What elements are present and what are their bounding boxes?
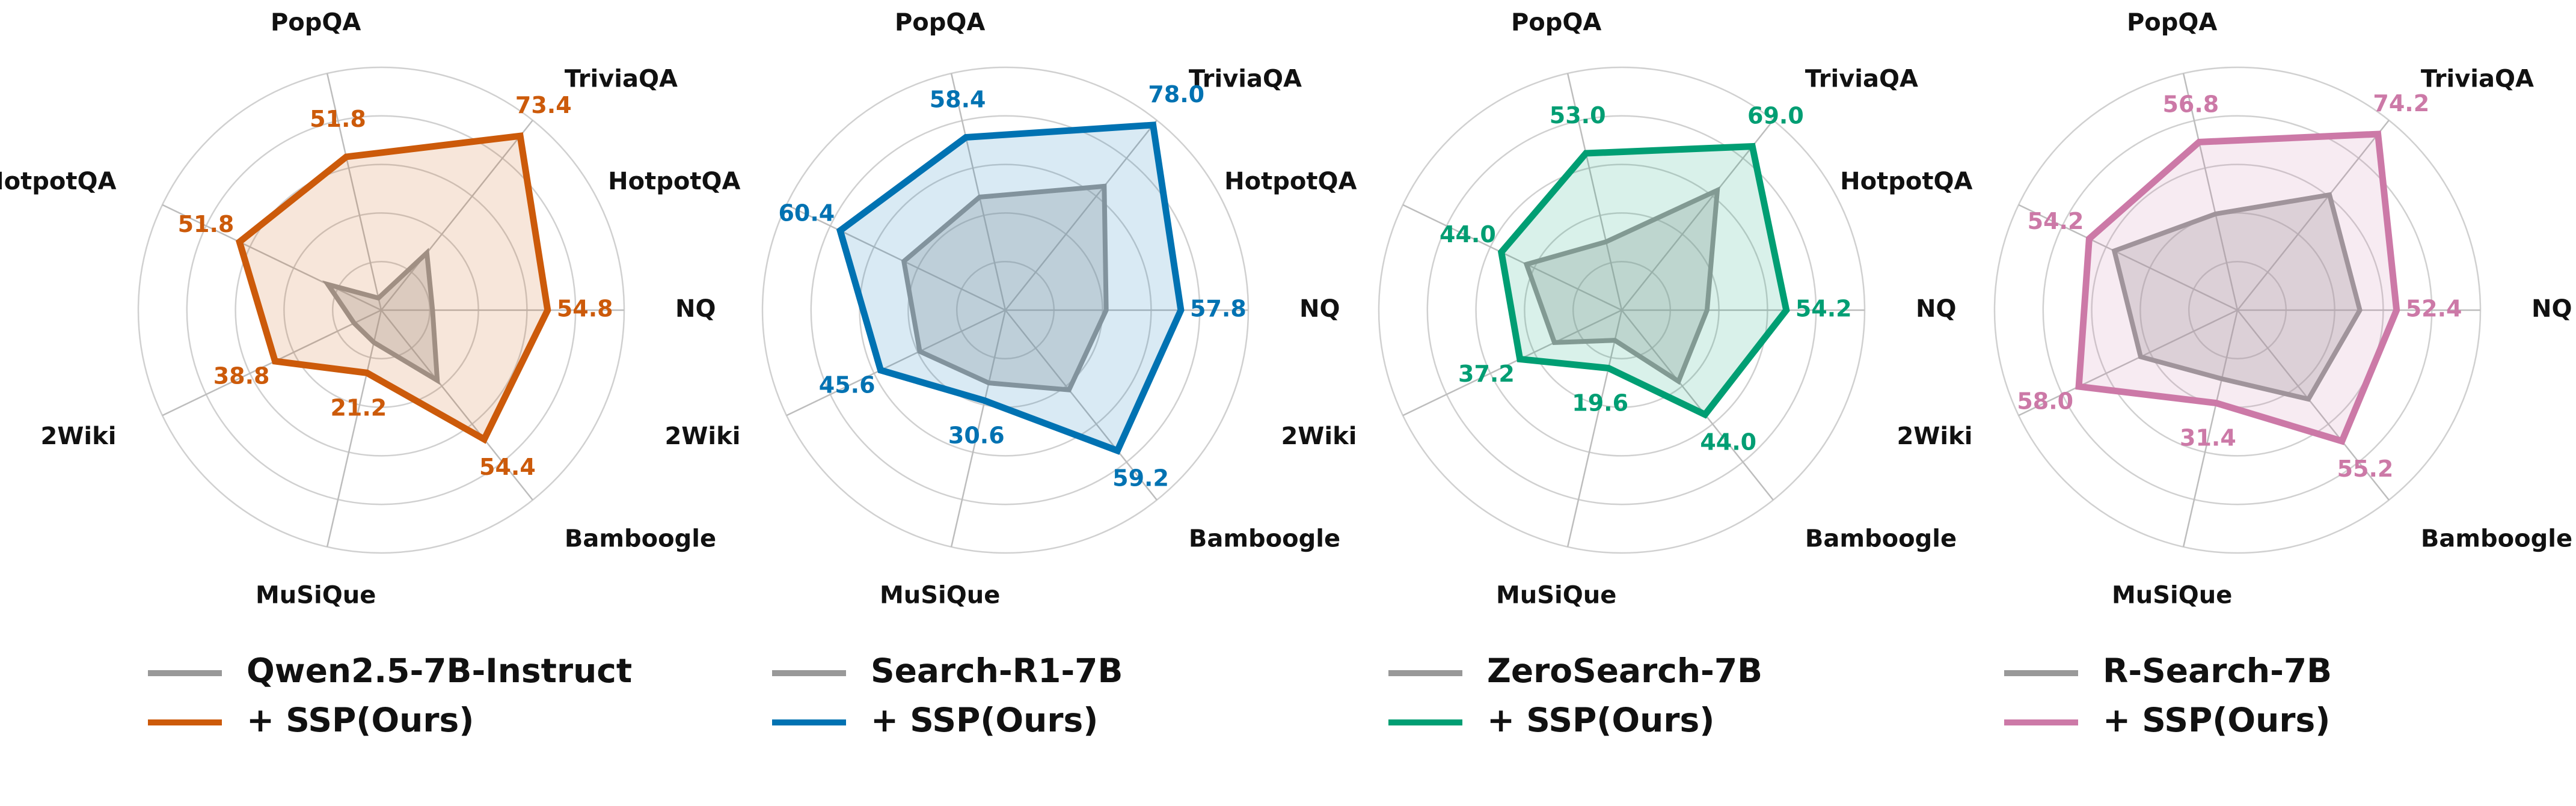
axis-label: PopQA [2127,8,2217,36]
value-label: 55.2 [2337,456,2394,482]
axis-label: Bamboogle [1189,525,1340,552]
spoke [162,309,382,417]
value-label: 74.2 [2373,90,2429,117]
series-area [1523,186,1720,385]
spoke [381,120,533,311]
value-label: 30.6 [948,423,1005,449]
axis-label: 2Wiki [1897,423,1972,450]
spoke [1005,120,1158,311]
legend-label: + SSP(Ours) [2103,701,2330,739]
spoke [1402,309,1622,417]
spoke [2018,309,2238,417]
value-label: 21.2 [330,394,387,421]
legend-label: + SSP(Ours) [1487,701,1714,739]
value-label: 37.2 [1458,361,1515,387]
axis-label: HotpotQA [0,168,116,195]
axis-label: 2Wiki [40,423,116,450]
series-area [901,183,1109,392]
spoke [1005,310,1158,501]
value-label: 60.4 [778,200,835,226]
legend-label: + SSP(Ours) [871,701,1098,739]
value-label: 53.0 [1550,102,1606,129]
legend-label: ZeroSearch-7B [1487,652,1762,690]
axis-label: HotpotQA [1224,168,1357,195]
spoke [326,73,382,311]
axis-label: HotpotQA [608,168,740,195]
axis-label: PopQA [271,8,361,36]
axis-label: Bamboogle [1805,525,1957,552]
axis-label: HotpotQA [1840,168,1972,195]
axis-label: PopQA [895,8,985,36]
spoke [2237,120,2390,311]
spoke [786,204,1006,311]
spoke [162,204,382,311]
axis-label: 2Wiki [1281,423,1357,450]
spoke [1621,120,1774,311]
series-area [2075,130,2400,445]
series-area [1497,142,1790,419]
spoke [950,310,1007,548]
series-area [235,132,551,444]
value-label: 69.0 [1747,103,1804,129]
legend-label: Qwen2.5-7B-Instruct [247,652,632,690]
spoke [2237,310,2390,501]
value-label: 54.2 [2028,208,2084,234]
value-label: 45.6 [819,371,876,398]
value-label: 38.8 [213,362,270,389]
value-label: 51.8 [178,211,235,237]
spoke [950,73,1007,311]
axis-label: TriviaQA [1189,66,1302,93]
axis-label: Bamboogle [565,525,716,552]
spoke [1566,310,1623,548]
value-label: 57.8 [1190,296,1247,322]
spoke [1402,204,1622,311]
value-label: 51.8 [310,106,366,132]
legend-label: Search-R1-7B [871,652,1123,690]
spoke [326,310,382,548]
value-label: 58.4 [930,87,986,113]
axis-label: MuSiQue [880,582,1000,609]
value-label: 54.2 [1796,296,1852,322]
spoke [1566,73,1623,311]
value-label: 19.6 [1572,389,1628,416]
axis-label: MuSiQue [1496,582,1616,609]
value-label: 58.0 [2017,388,2073,414]
spoke [2182,310,2239,548]
value-label: 54.8 [557,296,613,322]
axis-label: MuSiQue [2112,582,2232,609]
series-area [836,121,1185,455]
value-label: 54.4 [479,454,536,480]
spoke [786,309,1006,417]
axis-label: TriviaQA [1805,66,1918,93]
spoke [2182,73,2239,311]
axis-label: PopQA [1511,8,1601,36]
value-label: 73.4 [515,92,572,118]
value-label: 52.4 [2406,296,2462,322]
axis-label: 2Wiki [664,423,740,450]
value-label: 31.4 [2180,425,2236,451]
value-label: 78.0 [1148,81,1204,108]
value-label: 56.8 [2162,91,2219,117]
axis-label: NQ [2532,295,2572,323]
axis-label: MuSiQue [256,582,376,609]
axis-label: NQ [1299,295,1340,323]
axis-label: Bamboogle [2421,525,2572,552]
axis-label: TriviaQA [2421,66,2534,93]
spoke [1621,310,1774,501]
series-area [322,248,440,385]
value-label: 44.0 [1700,429,1756,456]
axis-label: NQ [1916,295,1956,323]
legend-label: + SSP(Ours) [247,701,474,739]
spoke [2018,204,2238,311]
value-label: 59.2 [1112,465,1169,492]
spoke [381,310,533,501]
legend-label: R-Search-7B [2103,652,2332,690]
series-area [2111,192,2363,402]
value-label: 44.0 [1440,221,1496,248]
axis-label: NQ [675,295,716,323]
axis-label: TriviaQA [565,66,678,93]
